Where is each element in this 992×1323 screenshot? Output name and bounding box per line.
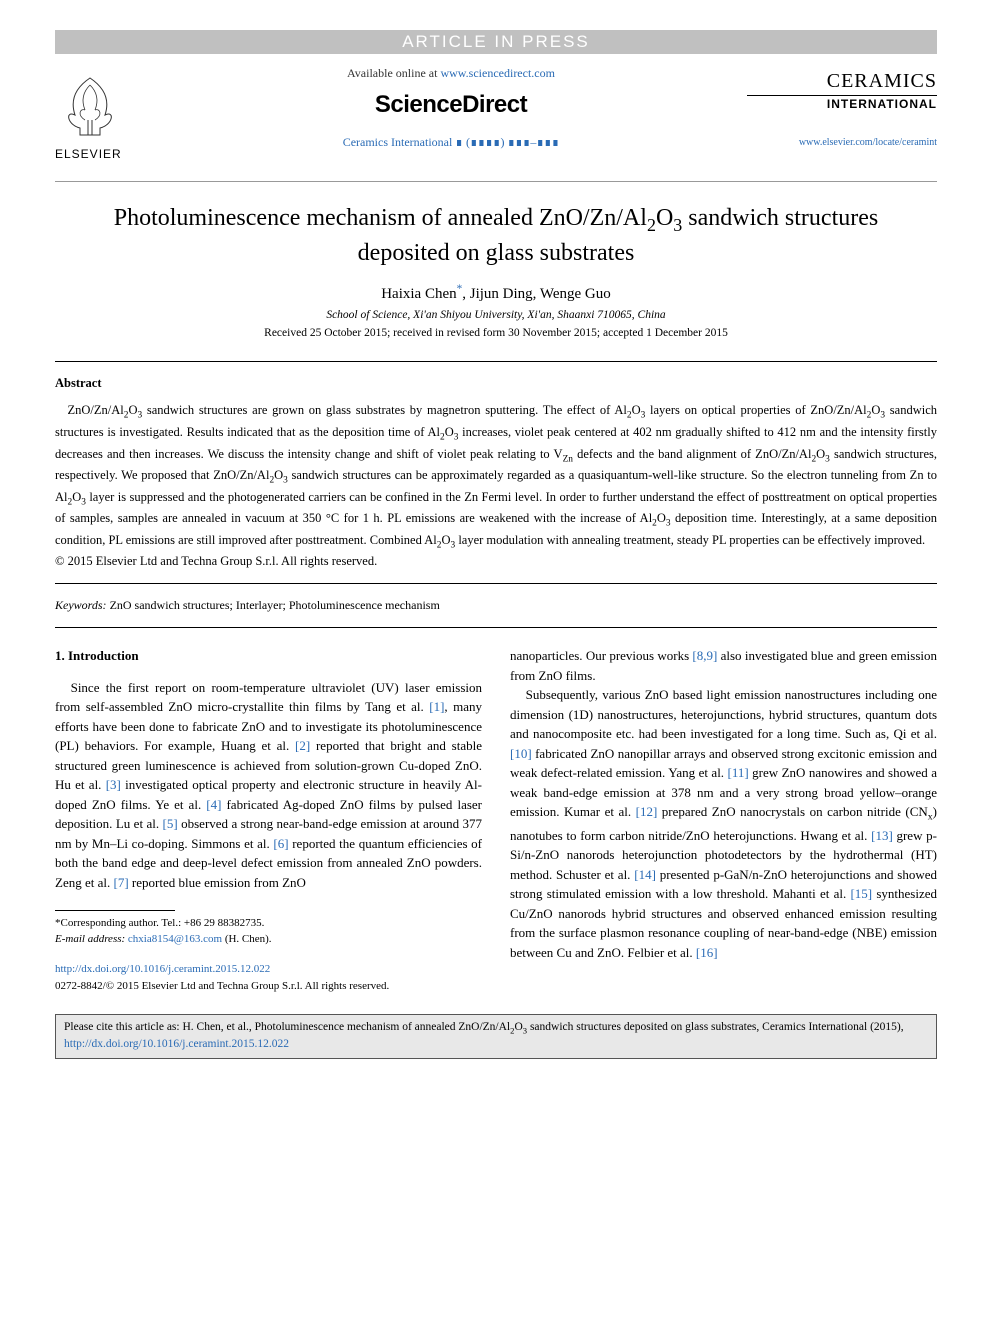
article-title: Photoluminescence mechanism of annealed …	[95, 202, 897, 269]
doi-block: http://dx.doi.org/10.1016/j.ceramint.201…	[55, 961, 482, 994]
elsevier-tree-icon	[55, 70, 125, 140]
affiliation: School of Science, Xi'an Shiyou Universi…	[55, 309, 937, 321]
keywords-top-rule	[55, 583, 937, 584]
article-in-press-banner: ARTICLE IN PRESS	[55, 30, 937, 54]
article-dates: Received 25 October 2015; received in re…	[55, 327, 937, 339]
abstract-copyright: © 2015 Elsevier Ltd and Techna Group S.r…	[55, 554, 937, 569]
intro-paragraph-2: Subsequently, various ZnO based light em…	[510, 685, 937, 962]
email-label: E-mail address:	[55, 933, 128, 945]
sciencedirect-logo: ScienceDirect	[155, 91, 747, 119]
publisher-logo-block: ELSEVIER	[55, 62, 155, 161]
intro-paragraph-1-cont: nanoparticles. Our previous works [8,9] …	[510, 646, 937, 685]
cite-suffix: sandwich structures deposited on glass s…	[527, 1021, 904, 1033]
cite-prefix: Please cite this article as: H. Chen, et…	[64, 1021, 510, 1033]
available-prefix: Available online at	[347, 66, 440, 80]
available-online-line: Available online at www.sciencedirect.co…	[155, 66, 747, 81]
elsevier-label: ELSEVIER	[55, 147, 155, 161]
journal-homepage-url[interactable]: www.elsevier.com/locate/ceramint	[747, 137, 937, 148]
citation-box: Please cite this article as: H. Chen, et…	[55, 1014, 937, 1058]
column-right: nanoparticles. Our previous works [8,9] …	[510, 646, 937, 994]
doi-url[interactable]: http://dx.doi.org/10.1016/j.ceramint.201…	[55, 961, 482, 978]
issn-copyright: 0272-8842/© 2015 Elsevier Ltd and Techna…	[55, 978, 482, 995]
page-container: ARTICLE IN PRESS ELSEVIER Available onli…	[0, 0, 992, 1014]
sciencedirect-url[interactable]: www.sciencedirect.com	[440, 66, 555, 80]
corresponding-tel: *Corresponding author. Tel.: +86 29 8838…	[55, 916, 482, 931]
column-left: 1. Introduction Since the first report o…	[55, 646, 482, 994]
journal-header: ELSEVIER Available online at www.science…	[55, 62, 937, 173]
body-columns: 1. Introduction Since the first report o…	[55, 646, 937, 994]
journal-logo-title: CERAMICS	[747, 70, 937, 93]
footnote-separator	[55, 910, 175, 911]
corresponding-email-line: E-mail address: chxia8154@163.com (H. Ch…	[55, 932, 482, 947]
header-center: Available online at www.sciencedirect.co…	[155, 62, 747, 150]
journal-logo-rule	[747, 95, 937, 96]
intro-paragraph-1: Since the first report on room-temperatu…	[55, 678, 482, 893]
keywords-label: Keywords:	[55, 598, 107, 612]
keywords-bottom-rule	[55, 627, 937, 628]
corresponding-author-footnote: *Corresponding author. Tel.: +86 29 8838…	[55, 916, 482, 947]
journal-logo-block: CERAMICS INTERNATIONAL www.elsevier.com/…	[747, 62, 937, 148]
abstract-top-rule	[55, 361, 937, 362]
email-suffix: (H. Chen).	[222, 933, 272, 945]
cite-mid: O	[514, 1021, 522, 1033]
abstract-body: ZnO/Zn/Al2O3 sandwich structures are gro…	[55, 401, 937, 552]
journal-reference[interactable]: Ceramics International ∎ (∎∎∎∎) ∎∎∎–∎∎∎	[155, 135, 747, 150]
corresponding-email[interactable]: chxia8154@163.com	[128, 933, 222, 945]
citation-box-wrap: Please cite this article as: H. Chen, et…	[0, 1014, 992, 1088]
section-heading-introduction: 1. Introduction	[55, 646, 482, 666]
keywords-line: Keywords: ZnO sandwich structures; Inter…	[55, 598, 937, 613]
journal-logo-subtitle: INTERNATIONAL	[747, 97, 937, 111]
keywords-text: ZnO sandwich structures; Interlayer; Pho…	[107, 598, 440, 612]
authors-line: Haixia Chen*, Jijun Ding, Wenge Guo	[55, 283, 937, 303]
header-divider	[55, 181, 937, 182]
cite-doi-url[interactable]: http://dx.doi.org/10.1016/j.ceramint.201…	[64, 1038, 289, 1050]
abstract-heading: Abstract	[55, 376, 937, 391]
